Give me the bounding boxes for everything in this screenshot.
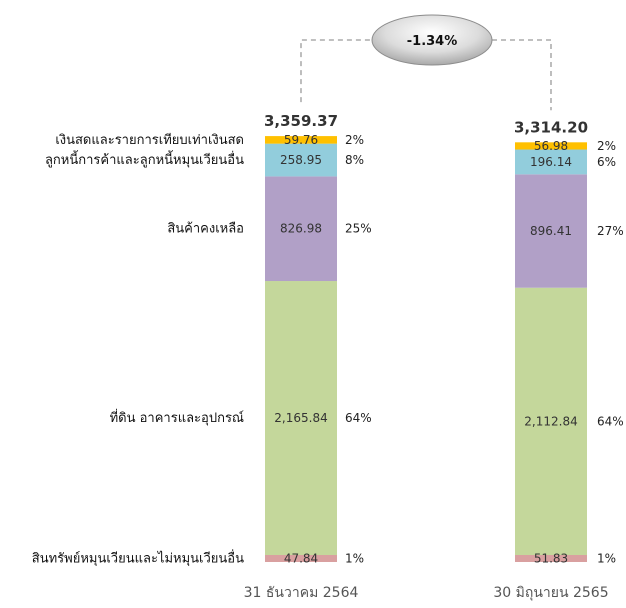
connector-line-right [492, 39, 552, 111]
percent-label: 1% [597, 552, 616, 566]
bar-segment [515, 287, 587, 555]
percent-label: 64% [597, 414, 624, 428]
bar-segment [515, 174, 587, 288]
value-label: 56.98 [534, 139, 568, 153]
value-label: 196.14 [530, 155, 572, 169]
labels-layer: 47.84 1% 2,165.84 64% 826.98 25% 258.95 8% 59.76… [32, 112, 624, 601]
percent-label: 27% [597, 224, 624, 238]
value-label: 59.76 [284, 133, 318, 147]
percent-label: 6% [597, 155, 616, 169]
value-label: 826.98 [280, 222, 322, 236]
bar-segment [515, 555, 587, 562]
value-label: 258.95 [280, 153, 322, 167]
bar-segment [265, 136, 337, 144]
change-label: -1.34% [407, 34, 458, 49]
series-label: ที่ดิน อาคารและอุปกรณ์ [110, 409, 244, 426]
value-label: 47.84 [284, 552, 318, 566]
series-label: ลูกหนี้การค้าและลูกหนี้หมุนเวียนอื่น [45, 150, 244, 168]
bar-segment [265, 143, 337, 177]
change-connector: -1.34% [300, 14, 552, 111]
value-label: 2,165.84 [274, 411, 327, 425]
value-label: 2,112.84 [524, 414, 577, 428]
series-label: สินค้าคงเหลือ [167, 221, 244, 237]
bar-segment [265, 555, 337, 562]
series-label: สินทรัพย์หมุนเวียนและไม่หมุนเวียนอื่น [32, 550, 244, 567]
bar-segment [515, 149, 587, 175]
category-label: 31 ธันวาคม 2564 [244, 585, 359, 601]
series-label: เงินสดและรายการเทียบเท่าเงินสด [55, 132, 244, 148]
value-label: 51.83 [534, 552, 568, 566]
change-oval [371, 14, 493, 66]
percent-label: 2% [345, 133, 364, 147]
category-label: 30 มิถุนายน 2565 [493, 585, 608, 601]
percent-label: 64% [345, 411, 372, 425]
bars-layer [265, 136, 587, 562]
total-label: 3,314.20 [514, 118, 588, 136]
total-label: 3,359.37 [264, 112, 338, 130]
percent-label: 8% [345, 153, 364, 167]
bar-segment [265, 176, 337, 282]
value-label: 896.41 [530, 224, 572, 238]
percent-label: 1% [345, 552, 364, 566]
bar-segment [265, 281, 337, 555]
percent-label: 2% [597, 139, 616, 153]
percent-label: 25% [345, 222, 372, 236]
connector-line-left [300, 39, 372, 103]
bar-segment [515, 142, 587, 150]
